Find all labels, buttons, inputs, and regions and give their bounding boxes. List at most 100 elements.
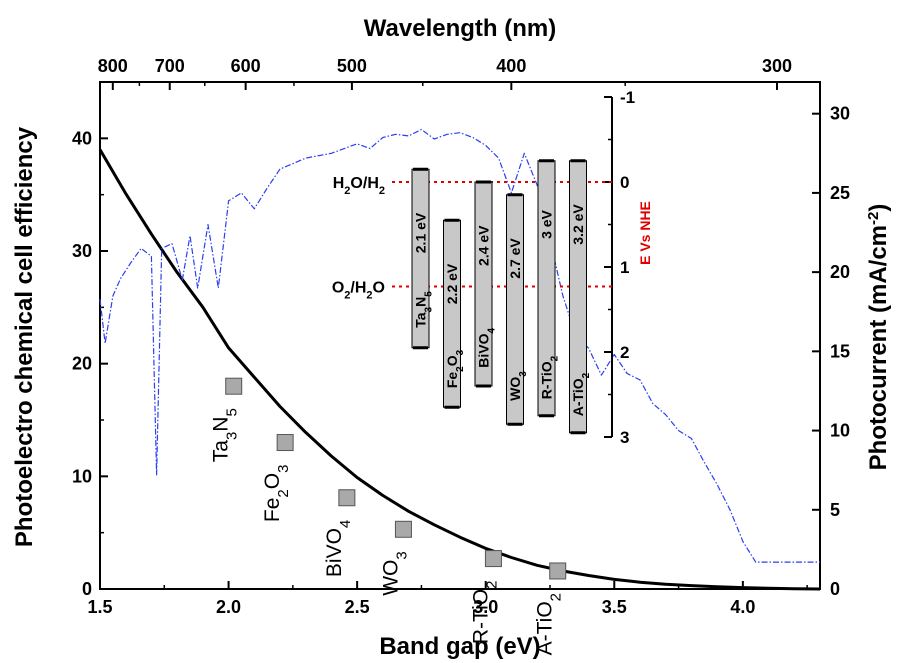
y-tick-label: 30 <box>72 241 92 261</box>
material-point-marker <box>394 520 412 538</box>
material-sub: 2 <box>275 489 292 497</box>
material-point-label: WO3 <box>379 551 410 596</box>
material-part: R-TiO <box>539 361 555 399</box>
nhe-tick-label: 3 <box>620 428 629 447</box>
material-part: R-TiO <box>469 589 492 644</box>
material-part: N <box>210 417 233 432</box>
nhe-axis-title: E Vs NHE <box>637 201 653 265</box>
redox-label-part: /H <box>350 280 366 297</box>
x-axis-title: Band gap (eV) <box>379 633 540 660</box>
band-gap-label: 2.4 eV <box>476 225 492 266</box>
band-bar-group: 2.4 eV BiVO4 <box>474 180 497 388</box>
band-material-label: WO3 <box>507 371 529 401</box>
y2-tick-label: 30 <box>830 104 850 124</box>
material-part: BiVO <box>476 333 492 367</box>
redox-label-part: H <box>333 175 345 192</box>
material-sub: 2 <box>549 355 560 361</box>
material-sub: 4 <box>336 520 353 528</box>
band-cb-edge <box>413 167 428 171</box>
material-part: A-TiO <box>534 601 557 655</box>
band-gap-label: 2.1 eV <box>413 212 429 253</box>
material-sub: 4 <box>486 327 497 333</box>
material-sub: 3 <box>393 551 410 559</box>
material-part: O <box>444 355 460 366</box>
material-point-marker <box>338 489 356 507</box>
material-part: WO <box>379 560 402 596</box>
x2-tick-label: 600 <box>231 56 261 76</box>
photocurrent-series-line <box>99 128 820 563</box>
band-gap-label: 2.7 eV <box>507 238 523 279</box>
band-vb-edge <box>570 431 586 435</box>
material-part: Fe <box>444 372 460 389</box>
band-vb-edge <box>539 414 554 418</box>
material-part: Fe <box>261 498 284 523</box>
band-gap-label: 2.2 eV <box>444 263 460 304</box>
x-tick-label: 4.0 <box>730 597 755 617</box>
y2-tick-label: 25 <box>830 183 850 203</box>
material-part: Ta <box>210 440 233 463</box>
axis-ticks: 1.5 2.0 2.5 3.0 3.5 4.00102030400510152025308… <box>72 56 850 617</box>
material-sub: 3 <box>223 432 240 440</box>
material-sub: 3 <box>423 306 434 312</box>
plot-frame <box>99 81 821 590</box>
y2-axis-title-text: Photocurrent (mA/cm <box>865 225 892 470</box>
band-material-label: A-TiO2 <box>570 372 592 416</box>
band-bar-group: 2.7 eV WO3 <box>506 193 529 426</box>
material-point-marker <box>225 377 243 395</box>
material-point-marker <box>484 550 502 568</box>
y-tick-label: 0 <box>82 579 92 599</box>
band-gap-label: 3.2 eV <box>570 204 586 245</box>
y2-tick-label: 5 <box>830 500 840 520</box>
y2-tick-label: 0 <box>830 579 840 599</box>
material-point-label: BiVO4 <box>323 520 354 577</box>
x2-tick-label: 500 <box>337 56 367 76</box>
band-vb-edge <box>444 405 460 409</box>
y2-tick-label: 10 <box>830 421 850 441</box>
redox-level-label: O2/H2O <box>332 280 385 302</box>
x2-tick-label: 800 <box>98 56 128 76</box>
band-material-label: Ta3N5 <box>413 291 435 328</box>
x2-tick-label: 400 <box>496 56 526 76</box>
x2-tick-label: 700 <box>155 56 185 76</box>
material-sub: 5 <box>423 291 434 297</box>
band-bar-group: 2.2 eV Fe2O3 <box>443 218 466 409</box>
band-vb-edge <box>507 422 523 426</box>
redox-label-sub: 2 <box>366 290 372 302</box>
band-vb-edge <box>413 346 428 350</box>
nhe-tick-label: 1 <box>620 258 629 277</box>
material-part: N <box>413 297 429 307</box>
band-bar-group: 2.1 eV Ta3N5 <box>411 167 435 350</box>
material-part: O <box>261 473 284 489</box>
material-part: WO <box>507 377 523 401</box>
band-vb-edge <box>476 384 491 388</box>
material-sub: 2 <box>455 366 466 372</box>
redox-label-sub: 2 <box>379 185 385 197</box>
band-gap-label: 3 eV <box>539 209 555 238</box>
band-cb-edge <box>444 218 460 222</box>
y-tick-label: 40 <box>72 128 92 148</box>
material-point-label: Fe2O3 <box>261 465 292 523</box>
material-part: A-TiO <box>570 378 586 416</box>
redox-label-part: O <box>373 280 385 297</box>
x2-tick-label: 300 <box>762 56 792 76</box>
material-sub: 2 <box>483 581 500 589</box>
material-point-label: R-TiO2 <box>469 581 500 645</box>
y2-axis-title-exponent: -2 <box>865 212 882 225</box>
band-bar-group: 3 eV R-TiO2 <box>537 159 560 418</box>
y2-axis-title-close: ) <box>865 204 892 212</box>
material-sub: 3 <box>275 465 292 473</box>
material-point-label: A-TiO2 <box>534 593 565 655</box>
nhe-tick-label: 0 <box>620 173 629 192</box>
material-point-label: Ta3N5 <box>210 408 241 462</box>
redox-label-sub: 2 <box>344 185 350 197</box>
band-cb-edge <box>507 193 523 197</box>
x-tick-label: 2.0 <box>216 597 241 617</box>
y2-tick-label: 15 <box>830 341 850 361</box>
y2-axis-title: Photocurrent (mA/cm-2) <box>865 204 893 471</box>
x2-axis-title: Wavelength (nm) <box>364 15 556 42</box>
band-material-label: Fe2O3 <box>444 349 466 388</box>
y-tick-label: 20 <box>72 354 92 374</box>
